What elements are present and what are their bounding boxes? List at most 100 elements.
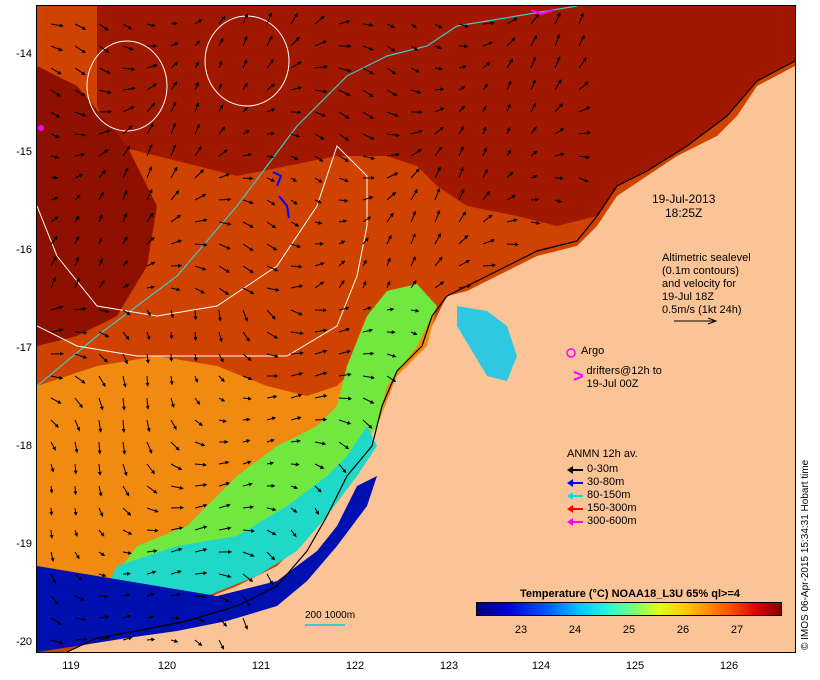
velocity-arrow xyxy=(98,485,103,497)
velocity-arrow xyxy=(314,133,325,140)
colorbar-tick: 25 xyxy=(622,624,636,636)
velocity-arrow xyxy=(362,67,374,75)
sst-map[interactable] xyxy=(36,5,796,653)
velocity-arrow xyxy=(122,331,130,340)
velocity-arrow xyxy=(170,485,184,490)
velocity-arrow xyxy=(74,375,86,384)
velocity-arrow xyxy=(193,331,198,342)
legend-label: 80-150m xyxy=(587,489,631,501)
velocity-arrow xyxy=(194,81,199,91)
velocity-arrow xyxy=(98,636,110,641)
timestamp-time: 18:25Z xyxy=(665,206,703,220)
velocity-arrow xyxy=(50,617,62,625)
lon-tick: 122 xyxy=(345,660,365,672)
velocity-arrow xyxy=(362,155,376,161)
velocity-arrow xyxy=(50,111,61,118)
velocity-arrow xyxy=(50,196,59,201)
velocity-arrow xyxy=(266,59,274,69)
velocity-arrow xyxy=(578,12,584,25)
velocity-arrow xyxy=(410,89,422,94)
velocity-arrow xyxy=(410,210,417,223)
velocity-arrow xyxy=(98,89,112,95)
velocity-arrow xyxy=(242,528,255,533)
velocity-arrow xyxy=(290,284,304,289)
velocity-arrow xyxy=(49,507,54,516)
velocity-arrow xyxy=(338,240,346,245)
velocity-arrow xyxy=(98,191,104,201)
velocity-arrow xyxy=(218,173,231,179)
velocity-arrow xyxy=(218,126,226,135)
velocity-arrow xyxy=(530,126,537,135)
velocity-arrow xyxy=(73,463,78,475)
velocity-arrow xyxy=(193,309,198,321)
velocity-arrow xyxy=(122,189,128,201)
velocity-arrow xyxy=(434,23,443,29)
velocity-arrow xyxy=(266,108,276,113)
altimetry-line: Altimetric sealevel xyxy=(662,252,751,264)
altimetry-line: 0.5m/s (1kt 24h) xyxy=(662,304,742,316)
velocity-arrow xyxy=(242,375,253,381)
velocity-arrow xyxy=(145,397,150,410)
velocity-arrow xyxy=(386,212,394,223)
velocity-arrow xyxy=(578,155,591,160)
velocity-arrow xyxy=(73,485,78,496)
velocity-arrow xyxy=(98,67,111,74)
velocity-arrow xyxy=(122,485,130,497)
velocity-arrow xyxy=(314,328,328,333)
velocity-arrow xyxy=(506,194,516,201)
velocity-arrow xyxy=(434,146,443,157)
velocity-arrow xyxy=(218,287,230,295)
velocity-arrow xyxy=(194,265,207,271)
velocity-arrow xyxy=(410,45,419,51)
velocity-arrow xyxy=(218,353,224,363)
velocity-arrow xyxy=(170,144,177,157)
velocity-arrow xyxy=(338,327,351,333)
velocity-arrow xyxy=(146,507,159,513)
velocity-arrow xyxy=(458,284,472,289)
bay-cyan xyxy=(457,306,517,381)
velocity-arrow xyxy=(146,212,154,223)
velocity-arrow xyxy=(362,351,375,356)
lon-tick: 124 xyxy=(531,660,551,672)
velocity-arrow xyxy=(170,61,179,69)
velocity-arrow xyxy=(338,441,350,450)
velocity-arrow xyxy=(266,12,273,25)
velocity-arrow xyxy=(194,547,208,553)
velocity-arrow xyxy=(482,190,491,201)
velocity-arrow xyxy=(338,419,352,425)
velocity-arrow xyxy=(458,211,467,223)
velocity-arrow xyxy=(530,102,536,113)
velocity-arrow xyxy=(122,529,133,535)
velocity-arrow xyxy=(362,237,369,245)
velocity-arrow xyxy=(98,169,106,179)
velocity-arrow xyxy=(578,81,589,91)
velocity-arrow xyxy=(410,256,416,267)
velocity-arrow xyxy=(122,614,132,619)
velocity-arrow xyxy=(218,37,224,47)
isobath-swatch xyxy=(305,624,345,626)
velocity-arrow xyxy=(290,155,299,160)
velocity-arrow xyxy=(74,89,87,97)
velocity-arrow xyxy=(146,309,151,317)
velocity-arrow xyxy=(170,81,178,91)
velocity-arrow xyxy=(290,309,303,316)
velocity-arrow xyxy=(146,637,156,642)
velocity-arrow xyxy=(530,56,537,69)
velocity-arrow xyxy=(146,122,154,135)
velocity-arrow xyxy=(194,242,208,247)
velocity-arrow xyxy=(338,349,351,355)
velocity-arrow xyxy=(242,331,250,342)
legend-item: 30-80m xyxy=(567,476,638,489)
legend-label: 150-300m xyxy=(587,502,637,514)
velocity-arrow xyxy=(314,40,327,47)
velocity-arrow xyxy=(218,481,231,487)
legend-item: 150-300m xyxy=(567,502,638,515)
velocity-arrow xyxy=(242,573,254,583)
velocity-arrow xyxy=(49,529,54,539)
velocity-arrow xyxy=(482,83,489,91)
velocity-arrow xyxy=(146,188,153,201)
velocity-arrow xyxy=(74,173,83,179)
velocity-arrow xyxy=(314,220,323,225)
velocity-arrow xyxy=(98,23,109,31)
velocity-arrow xyxy=(410,188,418,201)
